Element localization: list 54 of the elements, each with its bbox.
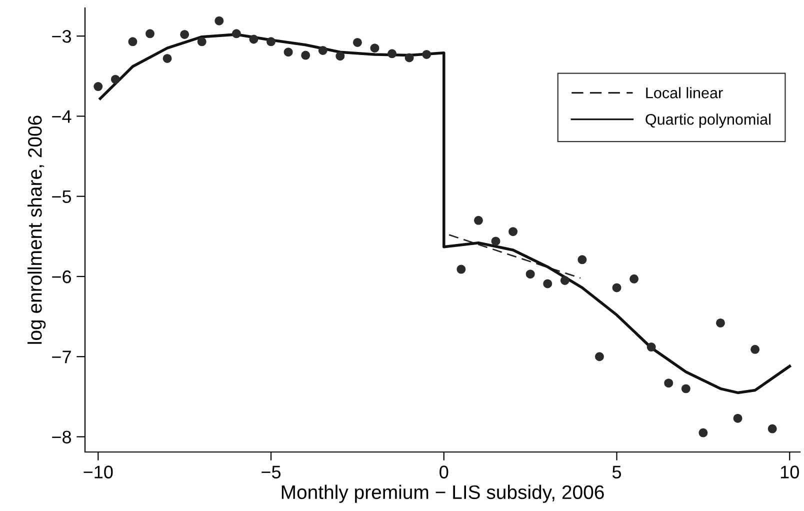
point [491,236,500,246]
point [612,283,622,292]
point [646,342,656,352]
point [352,38,362,47]
x-tick-label: −5 [262,466,281,478]
point [110,74,120,84]
x-tick-label: 0 [440,466,448,478]
point [474,216,483,225]
point [388,49,397,58]
point [336,52,345,61]
y-tick-label: −4 [52,110,72,123]
point [560,276,570,285]
x-tick-label: 10 [780,466,799,478]
x-tick-label: −10 [84,466,113,478]
point [543,279,552,288]
point [733,414,742,423]
point [180,30,190,39]
point [422,50,432,59]
point [284,48,293,57]
point [318,46,328,55]
point [232,29,241,38]
point [301,50,310,60]
point [578,255,587,264]
point [594,352,604,362]
y-tick-label: −6 [52,270,72,284]
point [404,53,414,62]
x-tick-label: 5 [612,466,622,478]
point [162,54,172,63]
point [630,274,639,284]
point [526,270,535,279]
point [146,29,154,38]
point [750,344,760,354]
legend-label: Local linear [646,87,723,98]
y-tick-label: −8 [52,430,72,444]
point [94,82,103,92]
legend-label: Quartic polynomial [646,114,770,128]
point [768,424,777,434]
y-axis-title: log enrollment share, 2006 [28,116,46,344]
point [370,44,380,53]
y-tick-label: −5 [52,190,72,204]
x-axis-title: Monthly premium − LIS subsidy, 2006 [282,484,604,503]
point [214,16,224,26]
point [716,318,725,328]
point [456,264,466,274]
point [197,37,206,46]
point [681,384,690,394]
point [664,378,674,388]
point [698,428,708,438]
y-tick-label: −3 [52,30,72,43]
point [266,37,276,46]
point [128,37,138,46]
point [508,227,518,236]
y-tick-label: −7 [52,350,71,364]
point [249,34,258,44]
